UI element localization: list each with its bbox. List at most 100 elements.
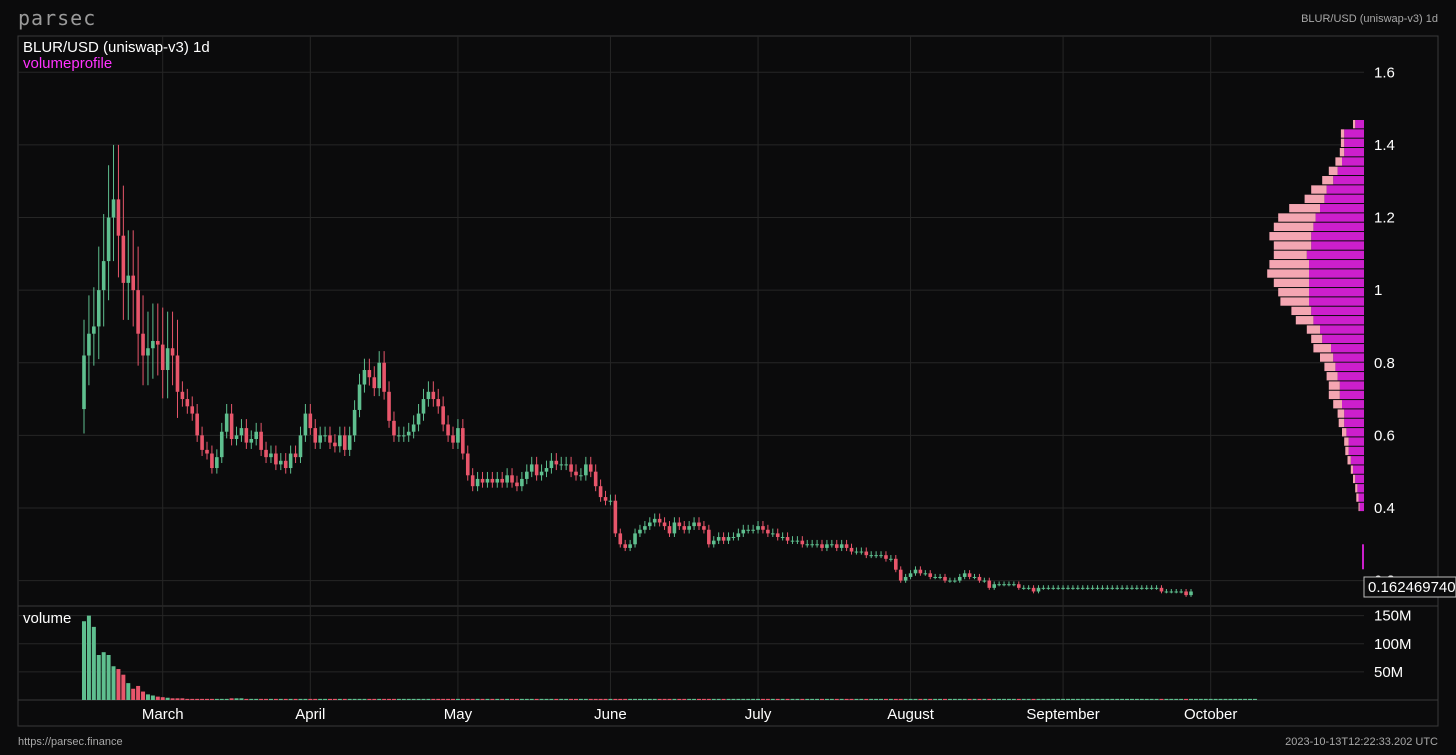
candle-body: [785, 537, 790, 541]
candle-body: [313, 428, 318, 443]
profile-buy-bar: [1311, 306, 1364, 316]
candle: [889, 555, 893, 562]
candle-body: [771, 533, 775, 535]
candle: [618, 528, 623, 548]
volume-bar: [1026, 698, 1031, 700]
candle: [116, 144, 121, 278]
candle-body: [692, 522, 696, 527]
volume-bar: [82, 621, 86, 700]
profile-sell-bar: [1353, 474, 1356, 484]
price-tick-label: 1.2: [1374, 210, 1395, 227]
volume-bar: [1115, 698, 1120, 700]
volume-bar: [854, 698, 859, 700]
candle-body: [1159, 587, 1164, 592]
candle-body: [539, 471, 544, 476]
candle-body: [1026, 587, 1031, 589]
volume-bar: [96, 655, 101, 700]
candle: [721, 532, 726, 545]
footer-url[interactable]: https://parsec.finance: [18, 736, 123, 748]
candle-body: [1189, 591, 1193, 596]
volume-bar: [564, 698, 569, 700]
candle-body: [510, 475, 514, 483]
profile-sell-bar: [1311, 185, 1327, 194]
candle-body: [387, 391, 391, 421]
volume-bar: [938, 698, 943, 700]
candle-body: [830, 544, 834, 546]
candle-body: [500, 478, 504, 483]
volume-bar: [416, 698, 421, 700]
candle: [372, 366, 377, 397]
candle-body: [224, 413, 229, 432]
candle: [274, 445, 278, 471]
candle-body: [825, 544, 829, 548]
candle: [461, 419, 465, 460]
candle-body: [190, 406, 195, 414]
candle: [505, 468, 509, 488]
candle-body: [1169, 591, 1174, 593]
candle: [426, 381, 431, 407]
candle: [997, 581, 1001, 587]
candle: [1164, 589, 1169, 594]
volume-bar: [278, 698, 283, 700]
candle: [766, 524, 770, 537]
candle-body: [347, 435, 352, 450]
profile-sell-bar: [1347, 456, 1351, 465]
volume-bar: [574, 698, 578, 700]
volume-bar: [298, 698, 303, 700]
candle: [224, 403, 229, 439]
volume-bar: [928, 698, 933, 700]
candle: [859, 547, 864, 555]
candle-body: [303, 413, 308, 436]
volume-bar: [382, 698, 387, 700]
volume-bar: [411, 698, 416, 700]
candle-body: [382, 362, 386, 392]
profile-sell-bar: [1320, 353, 1334, 362]
volume-bar: [401, 698, 406, 700]
volume-bar: [455, 698, 460, 700]
volume-bar: [200, 698, 205, 700]
candle: [1002, 581, 1006, 587]
candle-body: [1036, 587, 1041, 592]
candle: [219, 422, 224, 464]
volume-bar: [549, 698, 554, 700]
candle: [490, 471, 495, 488]
volume-bar: [1154, 698, 1159, 700]
candle-body: [549, 460, 554, 469]
candle-body: [702, 526, 706, 530]
volume-bar: [1238, 698, 1243, 700]
candle: [146, 311, 150, 386]
volume-bar: [608, 698, 613, 700]
candle: [559, 456, 564, 471]
candle-body: [1012, 584, 1016, 586]
candle: [702, 521, 706, 534]
volume-bar: [131, 688, 136, 700]
candle: [480, 471, 485, 488]
candle-body: [239, 428, 244, 436]
volume-bar: [337, 698, 342, 700]
candle-body: [520, 478, 524, 487]
volume-bar: [721, 698, 726, 700]
profile-buy-bar: [1357, 484, 1364, 493]
candle: [101, 214, 106, 327]
candle: [534, 456, 539, 481]
profile-buy-bar: [1348, 437, 1364, 446]
candle: [495, 471, 500, 488]
candle: [1179, 589, 1183, 594]
candle: [382, 351, 386, 400]
candle-body: [588, 464, 593, 472]
candle: [953, 577, 957, 583]
candle: [254, 422, 258, 446]
candle-body: [608, 500, 613, 502]
profile-buy-bar: [1344, 148, 1364, 157]
candle-body: [1051, 587, 1056, 589]
profile-buy-bar: [1344, 129, 1364, 138]
profile-sell-bar: [1339, 148, 1345, 157]
volume-bar: [318, 698, 323, 700]
volume-bar: [1174, 698, 1179, 700]
profile-sell-bar: [1267, 269, 1309, 278]
volume-bar: [903, 698, 908, 700]
candle: [977, 573, 982, 583]
volume-bar: [697, 698, 701, 700]
volume-bar: [839, 698, 844, 700]
